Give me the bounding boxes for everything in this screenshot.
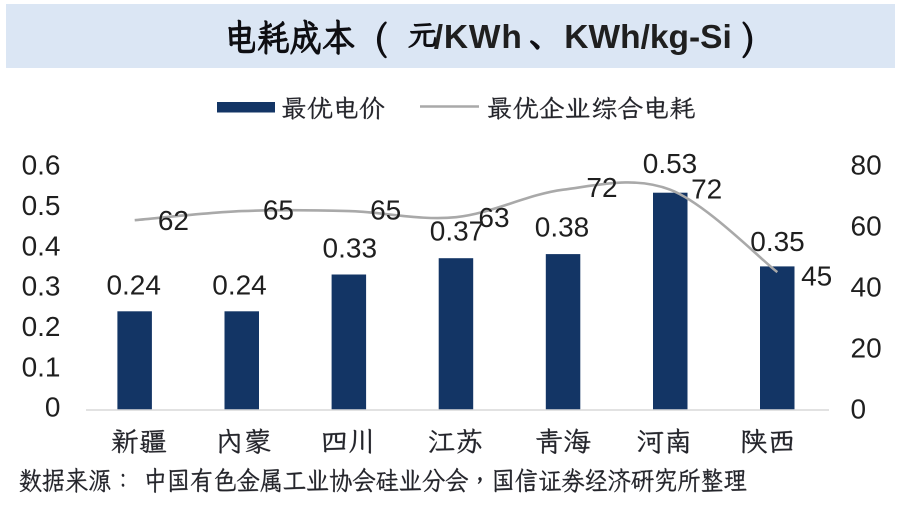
svg-text:0.3: 0.3 bbox=[22, 271, 61, 302]
svg-text:0: 0 bbox=[851, 394, 867, 425]
svg-text:40: 40 bbox=[851, 272, 882, 303]
svg-text:0.24: 0.24 bbox=[106, 269, 161, 300]
svg-text:20: 20 bbox=[851, 333, 882, 364]
svg-text:0.53: 0.53 bbox=[643, 148, 698, 179]
svg-text:62: 62 bbox=[158, 205, 189, 236]
svg-text:0.2: 0.2 bbox=[22, 311, 61, 342]
svg-text:80: 80 bbox=[851, 150, 882, 181]
svg-text:72: 72 bbox=[586, 172, 617, 203]
svg-text:0: 0 bbox=[45, 392, 61, 423]
svg-text:65: 65 bbox=[370, 194, 401, 225]
svg-text:0.33: 0.33 bbox=[323, 232, 378, 263]
svg-text:63: 63 bbox=[478, 202, 509, 233]
svg-text:0.4: 0.4 bbox=[22, 230, 61, 261]
svg-text:/KWh: /KWh bbox=[434, 19, 523, 56]
svg-text:65: 65 bbox=[263, 194, 294, 225]
svg-text:0.1: 0.1 bbox=[22, 351, 61, 382]
svg-text:72: 72 bbox=[691, 174, 722, 205]
svg-text:0.24: 0.24 bbox=[212, 269, 267, 300]
svg-text:0.35: 0.35 bbox=[750, 226, 805, 257]
svg-text:KWh/kg-Si: KWh/kg-Si bbox=[564, 19, 731, 56]
svg-text:0.38: 0.38 bbox=[535, 212, 590, 243]
svg-text:60: 60 bbox=[851, 211, 882, 242]
svg-text:0.6: 0.6 bbox=[22, 150, 61, 181]
svg-text:45: 45 bbox=[801, 260, 832, 291]
svg-text:0.37: 0.37 bbox=[430, 216, 485, 247]
svg-text:0.5: 0.5 bbox=[22, 190, 61, 221]
